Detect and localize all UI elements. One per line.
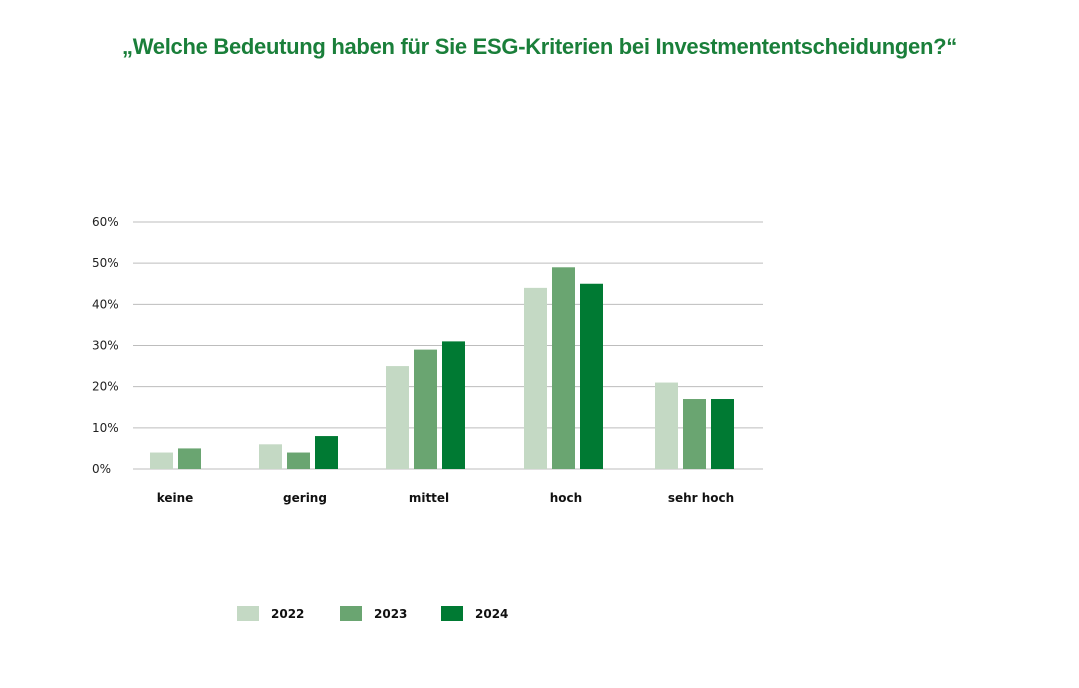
bar-sehr-hoch-2024 [711,399,734,469]
bar-hoch-2023 [552,267,575,469]
bar-gering-2022 [259,444,282,469]
bar-sehr-hoch-2022 [655,382,678,469]
bar-hoch-2022 [524,287,547,469]
x-tick-label: keine [157,491,194,505]
legend-label: 2023 [374,607,407,621]
x-tick-label: gering [283,491,327,505]
y-tick-label: 20% [92,380,119,394]
y-tick-label: 10% [92,421,119,435]
bar-gering-2024 [315,436,338,469]
y-tick-label: 30% [92,339,119,353]
bar-mittel-2024 [442,341,465,469]
y-tick-label: 0% [92,462,111,476]
y-tick-label: 40% [92,297,119,311]
bar-gering-2023 [287,452,310,469]
legend-swatch-2024 [441,606,463,621]
chart-title: „Welche Bedeutung haben für Sie ESG-Krit… [122,34,957,59]
bar-keine-2022 [150,452,173,469]
legend-label: 2022 [271,607,304,621]
bar-hoch-2024 [580,283,603,469]
y-tick-label: 50% [92,256,119,270]
bar-keine-2023 [178,448,201,469]
y-tick-label: 60% [92,215,119,229]
bar-mittel-2022 [386,366,409,469]
legend-swatch-2023 [340,606,362,621]
x-tick-label: sehr hoch [668,491,734,505]
x-tick-label: mittel [409,491,449,505]
legend-swatch-2022 [237,606,259,621]
x-tick-label: hoch [550,491,582,505]
bar-mittel-2023 [414,349,437,469]
bar-sehr-hoch-2023 [683,399,706,469]
legend-label: 2024 [475,607,508,621]
